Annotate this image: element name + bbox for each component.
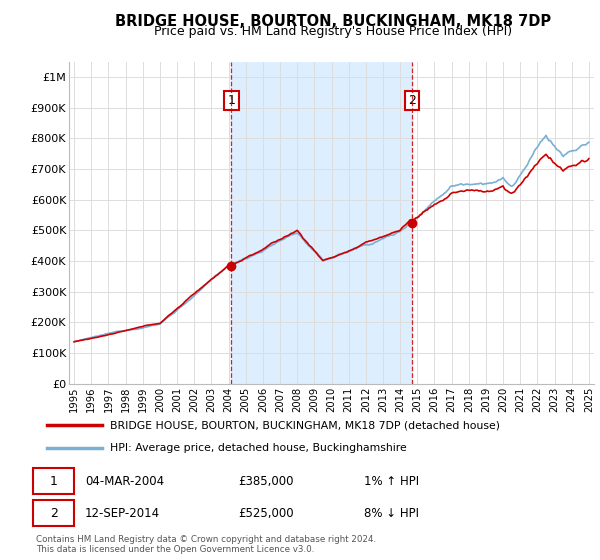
Bar (232, 62, 412, 384)
Text: 1% ↑ HPI: 1% ↑ HPI (364, 475, 419, 488)
Text: £385,000: £385,000 (238, 475, 293, 488)
Text: 2: 2 (408, 94, 416, 107)
Text: £525,000: £525,000 (238, 506, 293, 520)
Text: 04-MAR-2004: 04-MAR-2004 (85, 475, 164, 488)
Text: Price paid vs. HM Land Registry's House Price Index (HPI): Price paid vs. HM Land Registry's House … (154, 25, 512, 38)
FancyBboxPatch shape (33, 468, 74, 494)
FancyBboxPatch shape (33, 500, 74, 526)
Text: 1: 1 (227, 94, 235, 107)
Text: HPI: Average price, detached house, Buckinghamshire: HPI: Average price, detached house, Buck… (110, 444, 406, 454)
Text: 8% ↓ HPI: 8% ↓ HPI (364, 506, 419, 520)
Text: 1: 1 (50, 475, 58, 488)
Text: 2: 2 (50, 506, 58, 520)
Text: BRIDGE HOUSE, BOURTON, BUCKINGHAM, MK18 7DP: BRIDGE HOUSE, BOURTON, BUCKINGHAM, MK18 … (115, 14, 551, 29)
Text: 12-SEP-2014: 12-SEP-2014 (85, 506, 160, 520)
Text: Contains HM Land Registry data © Crown copyright and database right 2024.
This d: Contains HM Land Registry data © Crown c… (36, 535, 376, 554)
Text: BRIDGE HOUSE, BOURTON, BUCKINGHAM, MK18 7DP (detached house): BRIDGE HOUSE, BOURTON, BUCKINGHAM, MK18 … (110, 420, 500, 430)
